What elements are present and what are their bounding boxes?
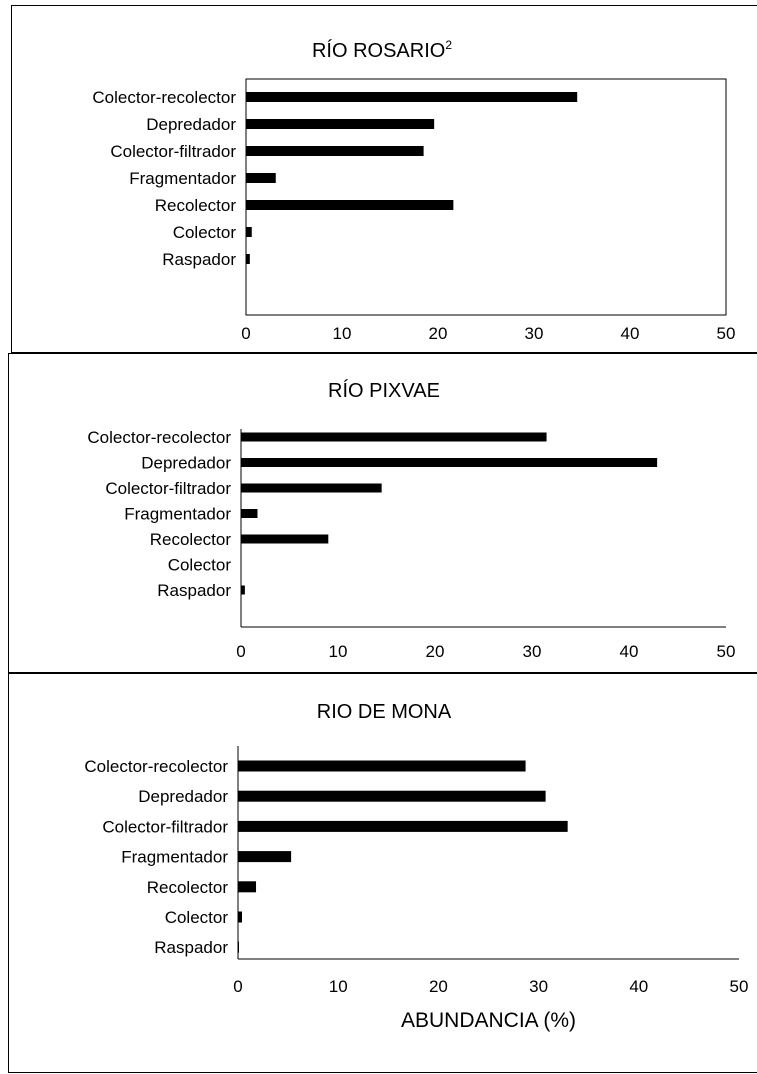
bar-depredador	[238, 790, 546, 802]
x-tick-label: 10	[329, 642, 348, 661]
bar-colector-filtrador	[241, 483, 382, 493]
category-label: Recolector	[147, 878, 229, 897]
bar-recolector	[238, 881, 257, 893]
bar-colector	[246, 227, 252, 237]
x-tick-label: 50	[717, 642, 736, 661]
x-tick-label: 20	[426, 642, 445, 661]
category-label: Colector-filtrador	[102, 817, 228, 836]
chart-pixvae: RÍO PIXVAE Colector-recolector Depredador…	[87, 379, 736, 661]
bar-colector-recolector	[246, 92, 578, 102]
x-tick-label: 20	[429, 324, 448, 343]
bar-depredador	[241, 458, 658, 467]
category-label: Depredador	[138, 787, 228, 806]
category-label: Colector-recolector	[87, 428, 231, 447]
chart-panel-pixvae: RÍO PIXVAE Colector-recolector Depredador…	[8, 353, 757, 673]
bar-fragmentador	[246, 173, 276, 183]
category-label: Colector-filtrador	[110, 142, 236, 161]
chart-panel-mona: RIO DE MONA Colector-recolector Depredado…	[8, 673, 757, 1073]
x-tick-label: 10	[333, 324, 352, 343]
category-label: Fragmentador	[121, 848, 228, 867]
category-label: Fragmentador	[124, 505, 231, 524]
bar-colector-filtrador	[246, 146, 424, 156]
chart-title: RIO DE MONA	[317, 701, 452, 723]
chart-rosario: RÍO ROSARIO2 Colector-recolector Depredad…	[92, 38, 736, 343]
chart-title: RÍO PIXVAE	[328, 379, 440, 402]
x-tick-label: 40	[620, 642, 639, 661]
x-tick-label: 40	[621, 324, 640, 343]
x-axis-label: ABUNDANCIA (%)	[401, 1009, 576, 1032]
x-tick-label: 20	[429, 977, 448, 996]
x-tick-label: 30	[523, 642, 542, 661]
bar-recolector	[241, 534, 329, 544]
category-label: Recolector	[150, 530, 232, 549]
bar-colector-recolector	[241, 432, 547, 442]
category-label: Colector-recolector	[92, 88, 236, 107]
chart-panel-rosario: RÍO ROSARIO2 Colector-recolector Depredad…	[11, 5, 757, 353]
bar-colector	[238, 911, 243, 923]
chart-mona: RIO DE MONA Colector-recolector Depredado…	[84, 701, 749, 1032]
bar-fragmentador	[241, 509, 258, 518]
x-tick-label: 0	[241, 324, 250, 343]
x-tick-label: 50	[717, 324, 736, 343]
category-label: Depredador	[141, 454, 231, 473]
x-tick-label: 30	[525, 324, 544, 343]
category-label: Depredador	[146, 115, 236, 134]
category-label: Colector-recolector	[84, 757, 228, 776]
category-label: Recolector	[155, 196, 237, 215]
bar-colector-filtrador	[238, 820, 568, 832]
bar-raspador	[246, 254, 250, 264]
x-tick-label: 0	[233, 977, 242, 996]
x-tick-label: 0	[236, 642, 245, 661]
bar-raspador	[238, 941, 240, 953]
x-tick-label: 30	[529, 977, 548, 996]
category-label: Raspador	[154, 938, 228, 957]
category-label: Raspador	[157, 581, 231, 600]
x-tick-label: 50	[730, 977, 749, 996]
category-label: Fragmentador	[129, 169, 236, 188]
bar-depredador	[246, 119, 435, 129]
bar-recolector	[246, 200, 454, 210]
category-label: Colector	[168, 556, 232, 575]
chart-title: RÍO ROSARIO2	[312, 38, 452, 62]
category-label: Colector-filtrador	[105, 479, 231, 498]
x-tick-label: 10	[329, 977, 348, 996]
category-label: Colector	[173, 223, 237, 242]
category-label: Colector	[165, 908, 229, 927]
plot-frame	[245, 78, 727, 316]
x-tick-label: 40	[629, 977, 648, 996]
category-label: Raspador	[162, 250, 236, 269]
bar-fragmentador	[238, 851, 292, 863]
bar-colector-recolector	[238, 760, 526, 772]
bar-raspador	[241, 585, 245, 595]
